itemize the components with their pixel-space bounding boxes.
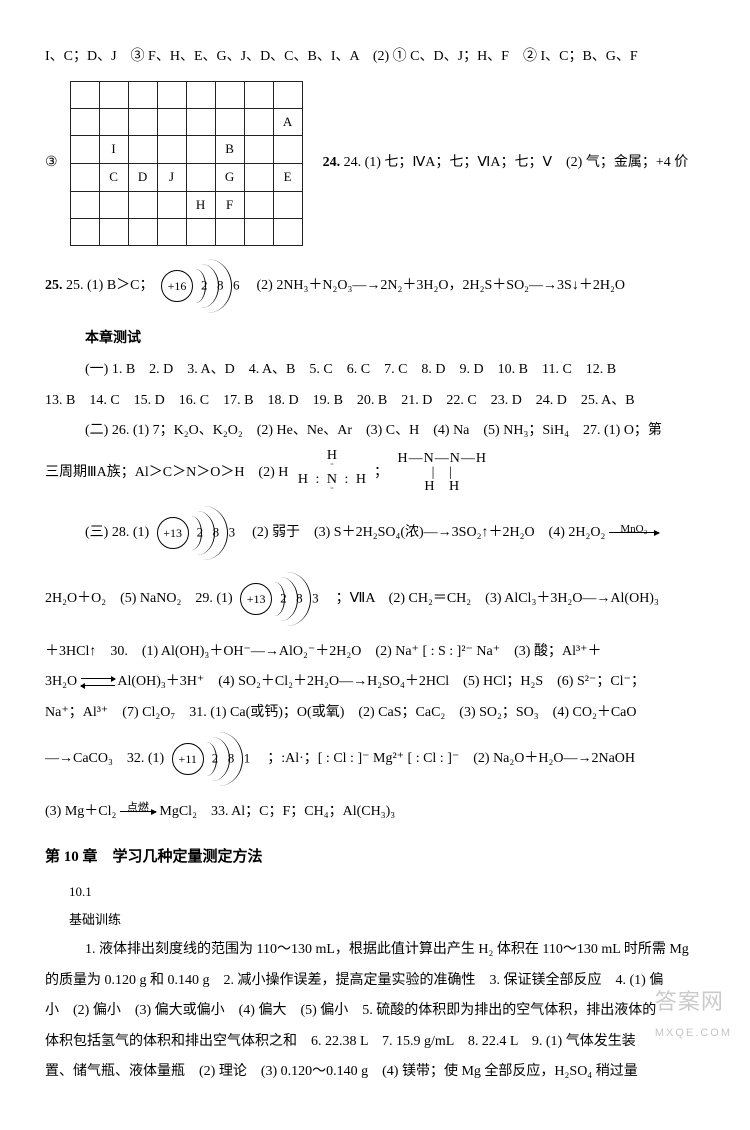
para-5: 置、储气瓶、液体量瓶 (2) 理论 (3) 0.120～0.140 g (4) … [45, 1059, 705, 1086]
q33-line: (3) Mg＋Cl₂ 点燃 MgCl₂ 33. Al；C；F；CH₄；Al(CH… [45, 799, 705, 826]
part2-cont-line: 三周期ⅢA族；Al＞C＞N＞O＞H (2) H H ¨ H : N : H ¨ … [45, 449, 705, 497]
q25-prefix: 25. (1) B＞C； [66, 279, 154, 294]
lewis-nh-mid: H : N : H [298, 473, 368, 487]
para-2: 的质量为 0.120 g 和 0.140 g 2. 减小操作误差，提高定量实验的… [45, 968, 705, 995]
q33-b: MgCl₂ 33. Al；C；F；CH₄；Al(CH₃)₃ [159, 804, 395, 819]
q30-line2: 3H₂O Al(OH)₃＋3H⁺ (4) SO₂＋Cl₂＋2H₂O―→H₂SO₄… [45, 669, 705, 696]
q30-line2a: 3H₂O [45, 674, 77, 689]
q28-prefix: (三) 28. (1) [85, 525, 153, 540]
arrow-dianran: 点燃 [120, 811, 156, 812]
equilibrium-arrow [81, 677, 115, 687]
mc-line-2: 13. B 14. C 15. D 16. C 17. B 18. D 19. … [45, 388, 705, 415]
q29-rest: ；ⅦA (2) CH₂＝CH₂ (3) AlCl₃＋3H₂O―→Al(OH)₃ [336, 591, 659, 606]
q3-row: ③ AIBCDJGEHF 24. 24. (1) 七；ⅣA；七；ⅥA；七；Ⅴ (… [45, 81, 705, 247]
arrow-mno2: MnO₂ [609, 532, 659, 533]
q3-marker: ③ [45, 150, 58, 177]
lewis-hnnh-mid: H—N—N—H [398, 452, 487, 466]
part2-line: (二) 26. (1) 7；K₂O、K₂O₂ (2) He、Ne、Ar (3) … [85, 418, 705, 445]
mc-line-1: (一) 1. B 2. D 3. A、D 4. A、B 5. C 6. C 7.… [85, 357, 705, 384]
arrow-label-dianran: 点燃 [120, 798, 156, 819]
atom-diagram-29: +13283 [238, 573, 330, 625]
q28-line2: 2H₂O＋O₂ (5) NaNO₂ 29. (1) [45, 591, 236, 606]
lewis-hnnh-bar: | | [398, 466, 487, 480]
atom-diagram-25: +16286 [159, 260, 251, 312]
q25-rest: (2) 2NH₃＋N₂O₃―→2N₂＋3H₂O，2H₂S＋SO₂―→3S↓＋2H… [257, 279, 625, 294]
q28-line: (三) 28. (1) +13283 (2) 弱于 (3) S＋2H₂SO₄(浓… [85, 507, 705, 559]
q33-a: (3) Mg＋Cl₂ [45, 804, 120, 819]
test-header: 本章测试 [85, 326, 705, 353]
para-4: 体积包括氢气的体积和排出空气体积之和 6. 22.38 L 7. 15.9 g/… [45, 1029, 705, 1056]
answers-top-line: I、C；D、J ③ F、H、E、G、J、D、C、B、I、A (2) ① C、D、… [45, 44, 705, 71]
q25-line: 25. 25. (1) B＞C； +16286 (2) 2NH₃＋N₂O₃―→2… [45, 260, 705, 312]
para-1: 1. 液体排出刻度线的范围为 110～130 mL，根据此值计算出产生 H₂ 体… [85, 937, 705, 964]
jichu-label: 基础训练 [69, 908, 705, 933]
q30-line2b: Al(OH)₃＋3H⁺ (4) SO₂＋Cl₂＋2H₂O―→H₂SO₄＋2HCl… [117, 674, 645, 689]
section-10-1: 10.1 [69, 880, 705, 905]
arrow-label-mno2: MnO₂ [609, 519, 659, 540]
para-3: 小 (2) 偏小 (3) 偏大或偏小 (4) 偏大 (5) 偏小 5. 硫酸的体… [45, 998, 705, 1025]
q30-line1: ＋3HCl↑ 30. (1) Al(OH)₃＋OH⁻―→AlO₂⁻＋2H₂O (… [45, 639, 705, 666]
chapter-title: 第 10 章 学习几种定量测定方法 [45, 843, 705, 872]
q28-rest: (2) 弱于 (3) S＋2H₂SO₄(浓)―→3SO₂↑＋2H₂O (4) 2… [252, 525, 609, 540]
periodic-grid: AIBCDJGEHF [70, 81, 303, 247]
lewis-hnnh-bot: H H [398, 480, 487, 494]
part2-cont: 三周期ⅢA族；Al＞C＞N＞O＞H (2) H [45, 465, 288, 480]
q32-prefix: ―→CaCO₃ 32. (1) [45, 751, 168, 766]
lewis-nh-top: H [298, 449, 368, 463]
lewis-hnnh-diagram: H—N—N—H | | H H [398, 452, 487, 494]
q32-line: ―→CaCO₃ 32. (1) +11281 ；:Al·；[ : Cl : ]⁻… [45, 733, 705, 785]
q30-line3: Na⁺；Al³⁺ (7) Cl₂O₇ 31. (1) Ca(或钙)；O(或氧) … [45, 700, 705, 727]
atom-diagram-32: +11281 [170, 733, 262, 785]
atom-diagram-28: +13283 [155, 507, 247, 559]
q29-line: 2H₂O＋O₂ (5) NaNO₂ 29. (1) +13283 ；ⅦA (2)… [45, 573, 705, 625]
q24-content: 24. (1) 七；ⅣA；七；ⅥA；七；Ⅴ (2) 气；金属；+4 价 [344, 155, 689, 170]
lewis-nh-diagram: H ¨ H : N : H ¨ [298, 449, 368, 497]
q24-text: 24. 24. (1) 七；ⅣA；七；ⅥA；七；Ⅴ (2) 气；金属；+4 价 [323, 150, 689, 177]
q32-rest: ；:Al·；[ : Cl : ]⁻ Mg²⁺ [ : Cl : ]⁻ (2) N… [267, 751, 635, 766]
